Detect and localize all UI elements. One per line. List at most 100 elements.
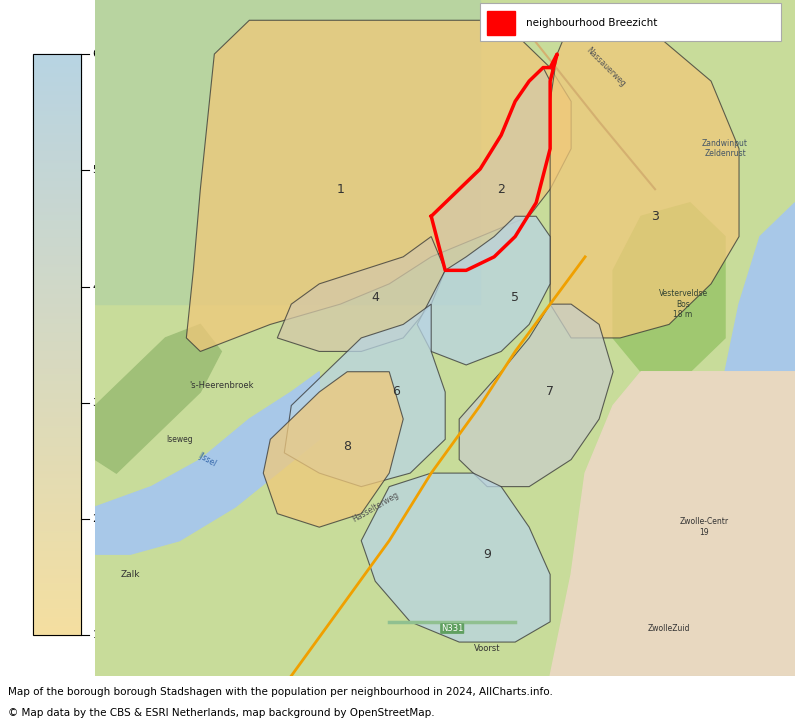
Bar	[33, 140, 81, 142]
Bar	[33, 83, 81, 86]
Bar	[33, 226, 81, 229]
Bar	[33, 576, 81, 579]
Bar	[33, 542, 81, 544]
Bar	[33, 533, 81, 536]
Bar	[33, 587, 81, 590]
Bar	[33, 501, 81, 503]
Bar	[33, 290, 81, 293]
Bar	[33, 536, 81, 538]
Bar	[33, 72, 81, 75]
Bar	[33, 265, 81, 267]
Bar	[33, 86, 81, 88]
Bar	[33, 522, 81, 524]
Bar	[33, 404, 81, 406]
Bar	[33, 503, 81, 506]
Bar	[33, 65, 81, 68]
Polygon shape	[613, 203, 725, 372]
Bar	[33, 297, 81, 299]
Bar	[33, 401, 81, 404]
Bar	[33, 481, 81, 483]
Bar	[33, 306, 81, 308]
Bar	[33, 619, 81, 622]
Text: Map of the borough borough Stadshagen with the population per neighbourhood in 2: Map of the borough borough Stadshagen wi…	[8, 687, 553, 697]
Bar	[33, 440, 81, 442]
Bar	[33, 104, 81, 106]
Bar	[33, 544, 81, 546]
Bar	[33, 422, 81, 424]
Bar	[33, 63, 81, 65]
Bar	[33, 531, 81, 533]
Text: IJssel: IJssel	[196, 451, 218, 468]
Bar	[33, 54, 81, 56]
Bar	[33, 242, 81, 244]
Bar	[33, 234, 81, 236]
Bar	[33, 279, 81, 281]
Bar	[33, 352, 81, 354]
Bar	[33, 188, 81, 191]
Bar	[33, 508, 81, 510]
Bar	[33, 118, 81, 120]
Bar	[33, 168, 81, 170]
Bar	[33, 452, 81, 454]
Polygon shape	[550, 372, 795, 676]
Bar	[33, 70, 81, 72]
Text: Voorst: Voorst	[474, 644, 500, 654]
Bar	[33, 606, 81, 608]
Bar	[33, 199, 81, 201]
Bar	[33, 338, 81, 340]
Bar	[33, 344, 81, 347]
Text: 9: 9	[483, 548, 491, 561]
Bar	[33, 179, 81, 181]
Text: Vesterveldsе
Bos
18 m: Vesterveldsе Bos 18 m	[658, 289, 708, 319]
Bar	[33, 361, 81, 363]
Bar	[33, 213, 81, 215]
Bar	[33, 272, 81, 275]
Bar	[33, 420, 81, 422]
Bar	[33, 472, 81, 474]
Bar	[33, 172, 81, 175]
Bar	[33, 209, 81, 211]
Text: 's-Heerenbroek: 's-Heerenbroek	[189, 381, 254, 390]
Bar	[33, 204, 81, 206]
Bar	[33, 122, 81, 124]
Bar	[33, 574, 81, 576]
Bar	[33, 77, 81, 79]
Bar	[33, 581, 81, 583]
Bar	[33, 95, 81, 97]
Bar	[33, 349, 81, 352]
Bar	[33, 436, 81, 438]
Text: 6: 6	[392, 385, 400, 398]
Bar	[33, 590, 81, 592]
Bar	[33, 608, 81, 610]
Bar	[33, 383, 81, 385]
Polygon shape	[95, 0, 480, 304]
Bar	[33, 449, 81, 452]
Bar	[33, 222, 81, 224]
Bar	[33, 252, 81, 254]
Polygon shape	[285, 304, 445, 487]
Polygon shape	[95, 372, 320, 554]
Bar	[33, 597, 81, 599]
Bar	[33, 340, 81, 342]
Text: 1: 1	[336, 183, 344, 196]
Bar	[33, 354, 81, 356]
Bar	[33, 615, 81, 617]
Bar	[33, 474, 81, 477]
Bar	[33, 372, 81, 374]
Bar	[33, 150, 81, 152]
Bar	[33, 54, 81, 636]
Bar	[33, 229, 81, 232]
Bar	[33, 483, 81, 485]
Bar	[33, 145, 81, 147]
Bar	[33, 170, 81, 172]
Bar	[33, 458, 81, 460]
Bar	[33, 467, 81, 470]
Text: Iseweg: Iseweg	[166, 435, 192, 444]
Bar	[33, 111, 81, 113]
Bar	[33, 395, 81, 397]
Bar	[33, 551, 81, 554]
Bar	[33, 528, 81, 531]
Bar	[33, 499, 81, 501]
Bar	[33, 628, 81, 631]
Bar	[33, 91, 81, 93]
